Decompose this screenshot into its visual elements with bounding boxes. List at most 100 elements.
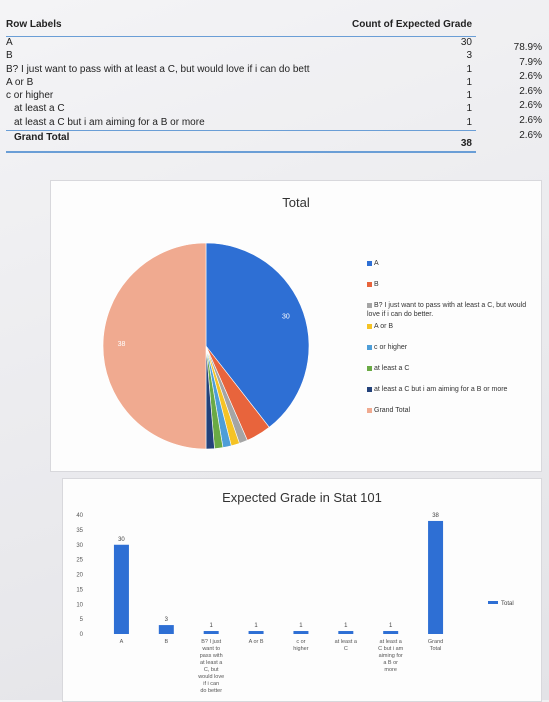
pivot-row[interactable]: at least a C 1: [6, 103, 476, 116]
bar[interactable]: [158, 625, 174, 634]
bar-chart-title: Expected Grade in Stat 101: [222, 490, 382, 505]
percent-cell[interactable]: 2.6%: [519, 71, 542, 83]
pie-legend-item[interactable]: A: [367, 259, 527, 268]
y-tick-label[interactable]: 10: [76, 602, 83, 608]
x-tick-label[interactable]: A: [120, 639, 124, 645]
legend-label: c or higher: [374, 344, 408, 351]
pie-data-label[interactable]: 30: [282, 314, 290, 321]
bar-data-label[interactable]: 3: [165, 617, 169, 623]
y-tick-label[interactable]: 5: [80, 617, 84, 623]
pivot-row[interactable]: A 30: [6, 37, 476, 50]
x-tick-label[interactable]: A or B: [249, 639, 264, 645]
pivot-row[interactable]: c or higher 1: [6, 90, 476, 103]
x-tick-label[interactable]: more: [384, 667, 397, 673]
percent-cell[interactable]: 2.6%: [519, 129, 542, 141]
legend-swatch: [367, 407, 372, 413]
legend-label[interactable]: Total: [501, 601, 514, 607]
legend-label: Grand Total: [374, 407, 411, 414]
x-tick-label[interactable]: would love: [197, 674, 224, 680]
bar-data-label[interactable]: 30: [118, 537, 125, 543]
x-tick-label[interactable]: B? I just: [201, 639, 221, 645]
bar[interactable]: [428, 520, 444, 634]
x-tick-label[interactable]: if i can: [203, 681, 219, 687]
pivot-row[interactable]: B? I just want to pass with at least a C…: [6, 64, 476, 77]
pivot-row-label: at least a C: [14, 103, 65, 115]
pivot-row[interactable]: A or B 1: [6, 77, 476, 90]
x-tick-label[interactable]: pass with: [200, 653, 223, 659]
pie-legend-item[interactable]: c or higher: [367, 343, 527, 352]
percent-cell[interactable]: 78.9%: [513, 42, 542, 53]
legend-swatch: [367, 365, 372, 371]
pivot-row-label: c or higher: [6, 90, 54, 102]
bar-data-label[interactable]: 1: [210, 623, 214, 629]
percent-cell[interactable]: 2.6%: [519, 114, 542, 126]
x-tick-label[interactable]: at least a: [380, 639, 403, 645]
pivot-row-count: 1: [466, 103, 472, 115]
legend-swatch: [367, 386, 372, 392]
legend-swatch: [367, 323, 372, 329]
pie-data-label[interactable]: 38: [118, 341, 126, 348]
bar-data-label[interactable]: 1: [254, 623, 258, 629]
pivot-row-label: B: [6, 50, 13, 62]
x-tick-label[interactable]: C but i am: [378, 646, 403, 652]
pivot-header-row-labels[interactable]: Row Labels: [6, 19, 62, 30]
pivot-row-count: 1: [466, 116, 472, 128]
pivot-header-count[interactable]: Count of Expected Grade: [351, 19, 472, 30]
x-tick-label[interactable]: C: [344, 646, 348, 652]
x-tick-label[interactable]: a B or: [383, 660, 398, 666]
y-tick-label[interactable]: 30: [76, 543, 83, 549]
bar-data-label[interactable]: 1: [344, 623, 348, 629]
pivot-row[interactable]: at least a C but i am aiming for a B or …: [6, 117, 476, 130]
x-tick-label[interactable]: at least a: [200, 660, 223, 666]
bar-chart-frame[interactable]: Expected Grade in Stat 101 0 5 10 15 20 25 30 3…: [62, 478, 542, 702]
bar-data-label[interactable]: 38: [432, 513, 439, 519]
percent-cell[interactable]: 2.6%: [519, 85, 542, 97]
x-tick-label[interactable]: do better: [200, 688, 222, 694]
bar[interactable]: [293, 631, 309, 634]
y-tick-label[interactable]: 0: [80, 632, 84, 638]
pie-chart-plot[interactable]: 30 38: [51, 181, 541, 471]
bar-data-label[interactable]: 1: [389, 623, 393, 629]
pivot-row[interactable]: B 3: [6, 50, 476, 63]
pivot-row-count: 30: [460, 37, 472, 48]
bar[interactable]: [338, 631, 354, 634]
pie-legend-item[interactable]: B: [367, 280, 527, 289]
x-tick-label[interactable]: at least a: [335, 639, 358, 645]
percent-cell[interactable]: 7.9%: [519, 56, 542, 68]
pie-legend-item[interactable]: A or B: [367, 322, 527, 331]
y-tick-label[interactable]: 40: [76, 513, 83, 519]
pivot-row-label: A or B: [6, 76, 34, 88]
pivot-row-label: A: [6, 37, 13, 48]
pie-legend-item[interactable]: B? I just want to pass with at least a C…: [367, 301, 527, 319]
bar[interactable]: [248, 631, 264, 634]
percent-cell[interactable]: 2.6%: [519, 100, 542, 112]
bar[interactable]: [113, 544, 129, 634]
bar[interactable]: [203, 631, 219, 634]
bar[interactable]: [383, 631, 399, 634]
x-tick-label[interactable]: c or: [296, 639, 305, 645]
pie-legend-item[interactable]: Grand Total: [367, 406, 527, 415]
x-tick-label[interactable]: B: [164, 639, 168, 645]
y-tick-label[interactable]: 25: [76, 558, 83, 564]
y-tick-label[interactable]: 20: [76, 573, 83, 579]
pie-slice[interactable]: [205, 242, 310, 428]
pivot-row-count: 1: [466, 63, 472, 75]
x-tick-label[interactable]: Total: [430, 646, 442, 652]
x-tick-label[interactable]: want to: [201, 646, 220, 652]
legend-label: at least a C but i am aiming for a B or …: [374, 386, 508, 393]
bar-data-label[interactable]: 1: [299, 623, 303, 629]
y-tick-label[interactable]: 15: [76, 587, 83, 593]
x-tick-label[interactable]: higher: [293, 646, 308, 652]
x-tick-label[interactable]: C, but: [204, 667, 219, 673]
legend-swatch[interactable]: [488, 601, 498, 604]
x-tick-label[interactable]: Grand: [428, 639, 443, 645]
y-tick-label[interactable]: 35: [76, 528, 83, 534]
pivot-grand-total-row[interactable]: Grand Total 38: [6, 130, 476, 154]
pie-chart-frame[interactable]: Total 30 38 A B B? I just want to pass with…: [50, 180, 542, 472]
x-tick-label[interactable]: aiming for: [379, 653, 403, 659]
pie-legend-item[interactable]: at least a C: [367, 364, 527, 373]
pie-legend-item[interactable]: at least a C but i am aiming for a B or …: [367, 385, 527, 394]
legend-label: A or B: [374, 323, 394, 330]
pie-slice[interactable]: [102, 242, 207, 450]
